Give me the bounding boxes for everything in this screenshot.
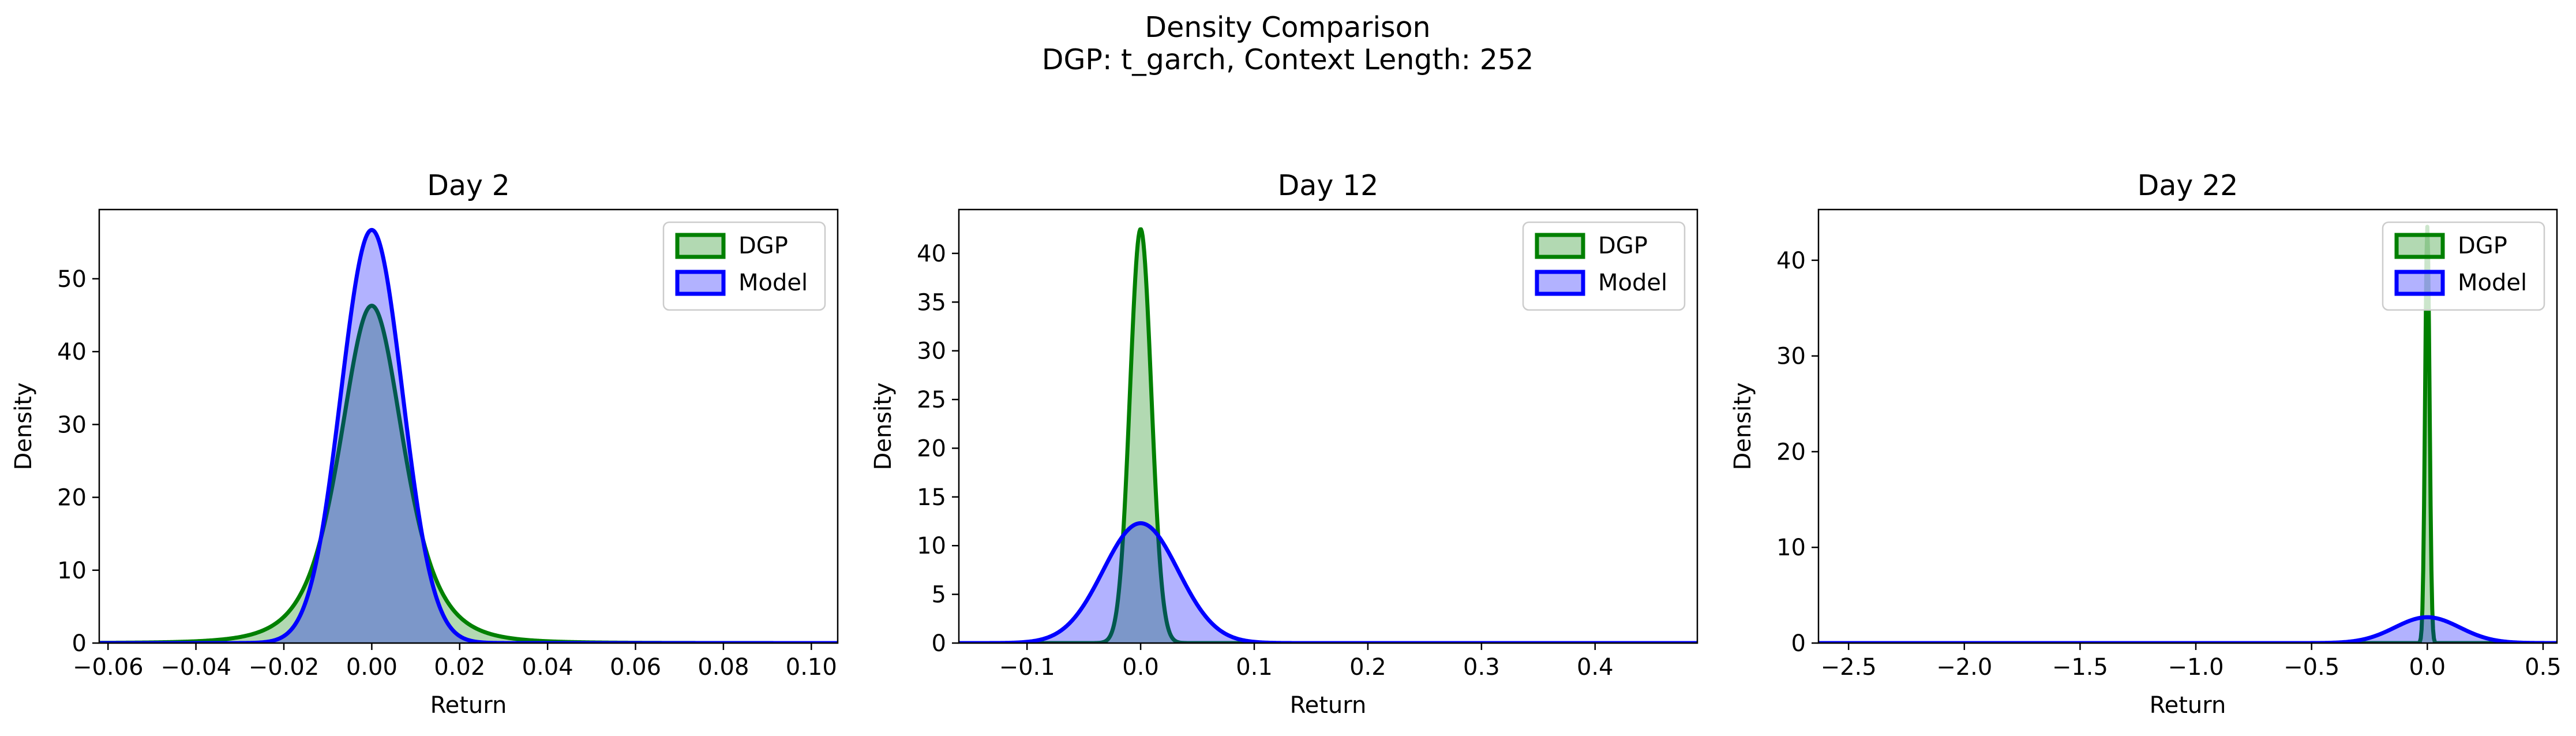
x-tick-label: 0.04 <box>522 654 573 681</box>
legend-label-model: Model <box>1598 270 1667 296</box>
y-tick-label: 0 <box>1791 630 1806 657</box>
x-tick-label: −0.5 <box>2283 654 2339 681</box>
x-tick-label: 0.3 <box>1463 654 1500 681</box>
y-axis-label: Density <box>10 382 37 470</box>
y-tick-label: 30 <box>917 338 946 365</box>
figure-subtitle: DGP: t_garch, Context Length: 252 <box>1042 43 1534 76</box>
legend: DGP Model <box>2382 221 2545 311</box>
dgp-density-line <box>99 304 838 643</box>
x-tick-label: −0.1 <box>999 654 1055 681</box>
legend-swatch-dgp <box>1535 233 1585 259</box>
x-tick-label: −0.02 <box>249 654 320 681</box>
subplot-day-2: −0.06 −0.04 −0.02 0.00 0.02 0.04 0.06 0.08 0.10 0… <box>10 169 839 719</box>
legend-swatch-model <box>2394 270 2445 296</box>
x-tick-label: 0.0 <box>2409 654 2446 681</box>
plot-area <box>959 227 1697 643</box>
legend: DGP Model <box>1522 221 1686 311</box>
legend-swatch-dgp <box>675 233 726 259</box>
legend-frame <box>662 221 826 311</box>
y-axis-label: Density <box>870 382 897 470</box>
y-tick-label: 50 <box>57 266 87 293</box>
x-tick-label: 0.08 <box>698 654 749 681</box>
legend-frame <box>1522 221 1686 311</box>
model-density-fill <box>1818 617 2557 643</box>
legend-swatch-model <box>1535 270 1585 296</box>
plot-area <box>1818 225 2557 643</box>
model-density-line <box>959 521 1697 643</box>
y-tick-label: 30 <box>1776 343 1806 370</box>
x-tick-label: 0.06 <box>610 654 661 681</box>
legend-swatch-model <box>675 270 726 296</box>
legend-frame <box>2382 221 2545 311</box>
model-density-line <box>1818 615 2557 643</box>
y-tick-label: 40 <box>917 241 946 267</box>
x-tick-label: 0.10 <box>786 654 837 681</box>
dgp-density-fill <box>99 305 838 643</box>
legend-swatch-dgp <box>2394 233 2445 259</box>
y-tick-label: 0 <box>72 630 87 657</box>
x-tick-label: −0.04 <box>160 654 231 681</box>
y-tick-label: 35 <box>917 289 946 316</box>
legend-label-dgp: DGP <box>1598 233 1648 259</box>
dgp-density-fill <box>959 229 1697 643</box>
subplot-day-22: −2.5 −2.0 −1.5 −1.0 −0.5 0.0 0.5 0 10 20 30 40 Day 2… <box>1730 169 2562 719</box>
y-tick-label: 15 <box>917 484 946 511</box>
axes-frame <box>958 208 1698 644</box>
x-tick-label: 0.5 <box>2525 654 2562 681</box>
y-tick-label: 10 <box>917 533 946 559</box>
y-tick-label: 5 <box>932 582 946 608</box>
x-tick-label: −0.06 <box>73 654 144 681</box>
axes-frame <box>1817 208 2558 644</box>
x-tick-label: 0.02 <box>434 654 485 681</box>
legend-label-model: Model <box>738 270 808 296</box>
x-tick-label: −2.5 <box>1821 654 1877 681</box>
x-axis-label: Return <box>430 692 507 719</box>
y-tick-label: 25 <box>917 387 946 413</box>
x-tick-label: 0.1 <box>1236 654 1273 681</box>
x-tick-label: 0.2 <box>1349 654 1386 681</box>
y-tick-label: 40 <box>57 339 87 365</box>
legend-label-dgp: DGP <box>738 233 788 259</box>
y-tick-label: 20 <box>57 485 87 511</box>
x-tick-label: 0.4 <box>1577 654 1614 681</box>
subplot-day-12: −0.1 0.0 0.1 0.2 0.3 0.4 0 5 10 15 20 25 30 35 40 Day 1… <box>870 169 1698 719</box>
x-tick-label: 0.00 <box>346 654 398 681</box>
y-tick-label: 0 <box>932 630 946 657</box>
x-axis-label: Return <box>1290 692 1367 719</box>
y-tick-label: 10 <box>57 558 87 584</box>
y-tick-label: 20 <box>1776 439 1806 465</box>
axes-frame <box>98 208 839 644</box>
figure-title: Density Comparison <box>1145 11 1430 44</box>
subplot-title: Day 12 <box>1278 169 1379 202</box>
legend-label-model: Model <box>2458 270 2527 296</box>
dgp-density-line <box>1818 225 2557 643</box>
subplot-title: Day 22 <box>2138 169 2238 202</box>
y-tick-label: 30 <box>57 412 87 438</box>
subplot-title: Day 2 <box>427 169 510 202</box>
y-tick-label: 10 <box>1776 535 1806 561</box>
legend: DGP Model <box>662 221 826 311</box>
x-axis-label: Return <box>2150 692 2226 719</box>
x-tick-label: −1.5 <box>2052 654 2108 681</box>
y-tick-label: 40 <box>1776 248 1806 274</box>
x-tick-label: 0.0 <box>1122 654 1159 681</box>
y-tick-label: 20 <box>917 435 946 462</box>
x-tick-label: −1.0 <box>2168 654 2223 681</box>
legend-label-dgp: DGP <box>2458 233 2507 259</box>
x-tick-label: −2.0 <box>1936 654 1992 681</box>
y-axis-label: Density <box>1730 382 1756 470</box>
model-density-fill <box>959 523 1697 643</box>
